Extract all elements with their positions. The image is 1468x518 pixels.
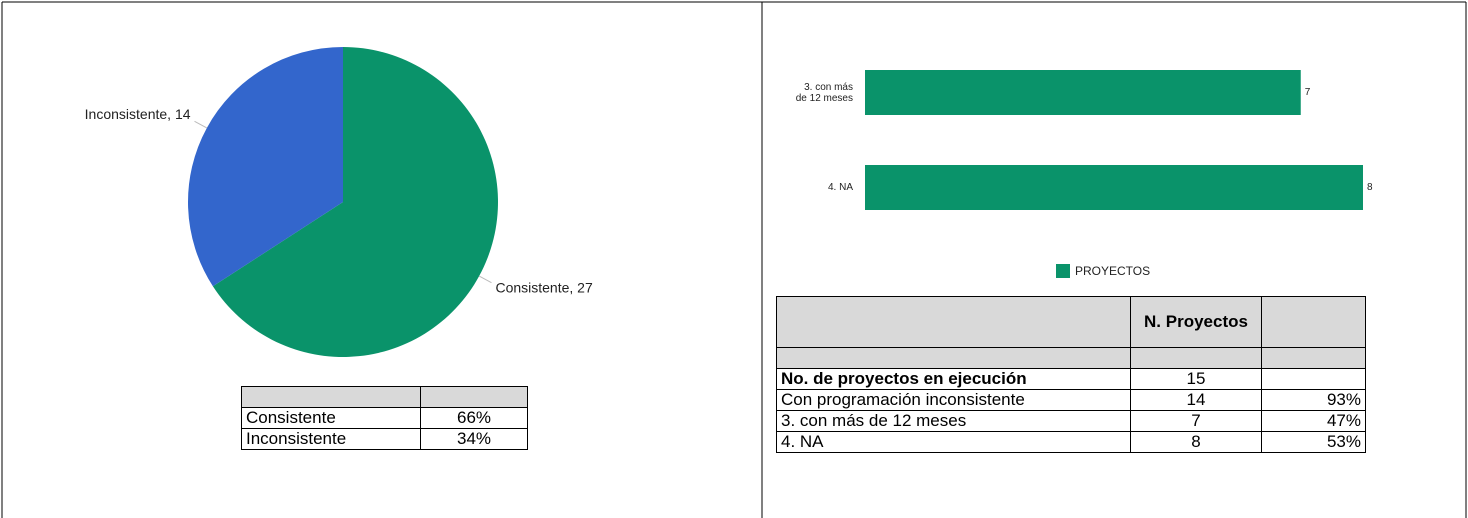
table-cell: 66%	[420, 407, 528, 429]
table-cell	[776, 347, 1131, 369]
table-row: N. Proyectos	[776, 296, 1366, 348]
table-cell: 47%	[1261, 410, 1366, 432]
table-cell	[1130, 347, 1262, 369]
table-cell	[1261, 347, 1366, 369]
table-row	[776, 347, 1366, 369]
table-cell: 53%	[1261, 431, 1366, 453]
leader-line	[478, 275, 492, 284]
table-cell	[420, 386, 528, 408]
table-cell: Con programación inconsistente	[776, 389, 1131, 411]
table-cell	[241, 386, 421, 408]
leader-line	[194, 120, 208, 129]
table-row	[241, 386, 528, 408]
table-cell: 4. NA	[776, 431, 1131, 453]
y-tick-label: 3. con más de 12 meses	[795, 81, 853, 104]
table-row: Con programación inconsistente 14 93%	[776, 389, 1366, 411]
table-cell	[1261, 296, 1366, 348]
table-cell: 8	[1130, 431, 1262, 453]
legend-label: PROYECTOS	[1075, 264, 1150, 278]
bar	[865, 165, 1363, 210]
summary-table: Consistente 66% Inconsistente 34%	[241, 386, 528, 450]
table-row: 4. NA 8 53%	[776, 431, 1366, 453]
table-cell: Consistente	[241, 407, 421, 429]
table-cell	[1261, 368, 1366, 390]
table-cell: Inconsistente	[241, 428, 421, 450]
y-tick-label: 4. NA	[827, 182, 853, 193]
table-row: Consistente 66%	[241, 407, 528, 429]
data-label: Inconsistente, 14	[85, 106, 191, 122]
table-cell: 14	[1130, 389, 1262, 411]
data-label: 8	[1367, 182, 1373, 193]
data-label: Consistente, 27	[495, 279, 592, 295]
table-row: Inconsistente 34%	[241, 428, 528, 450]
table-cell: 3. con más de 12 meses	[776, 410, 1131, 432]
bar	[865, 70, 1301, 115]
projects-table: N. Proyectos No. de proyectos en ejecució…	[776, 296, 1366, 453]
table-row: No. de proyectos en ejecución 15	[776, 368, 1366, 390]
legend-swatch	[1056, 264, 1070, 278]
table-row: 3. con más de 12 meses 7 47%	[776, 410, 1366, 432]
table-cell: 34%	[420, 428, 528, 450]
table-cell: 93%	[1261, 389, 1366, 411]
table-cell	[776, 296, 1131, 348]
table-cell: N. Proyectos	[1130, 296, 1262, 348]
pie-slice	[188, 47, 343, 287]
table-cell: 15	[1130, 368, 1262, 390]
table-cell: No. de proyectos en ejecución	[776, 368, 1131, 390]
pie-slice	[212, 47, 498, 357]
table-cell: 7	[1130, 410, 1262, 432]
data-label: 7	[1305, 87, 1311, 98]
